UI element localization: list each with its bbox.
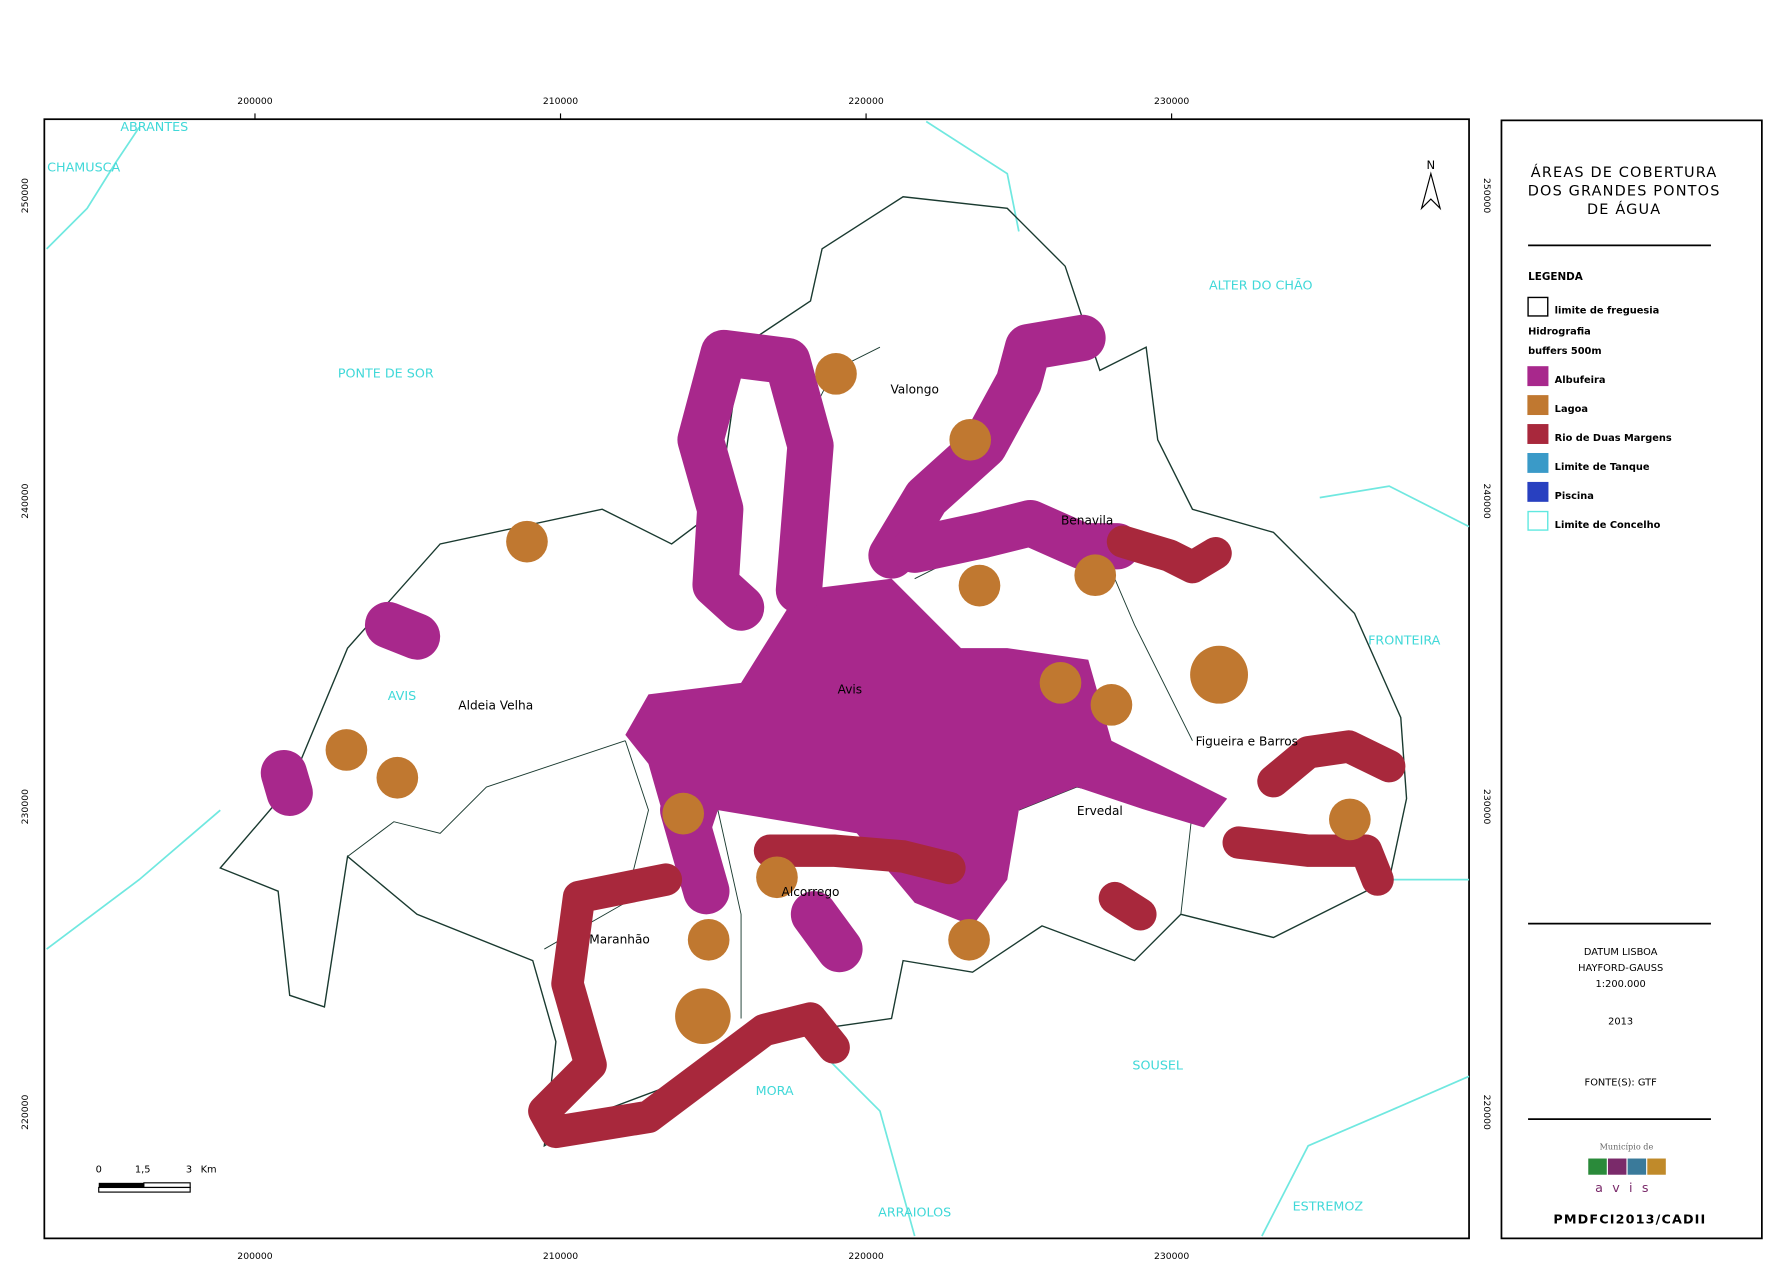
footer: PMDFCI2013/CADII: [1553, 1212, 1706, 1227]
datum-label: DATUM LISBOA: [1584, 947, 1658, 958]
x-tick-label: 220000: [848, 96, 883, 107]
parish-label: Ervedal: [1077, 804, 1123, 818]
y-tick-label: 220000: [20, 1094, 31, 1129]
concelho-label: ALTER DO CHÃO: [1209, 277, 1312, 293]
x-tick-label: 200000: [237, 1251, 272, 1262]
y-tick-label: 240000: [1481, 483, 1492, 518]
x-tick-label: 210000: [543, 96, 578, 107]
x-tick-label: 210000: [543, 1251, 578, 1262]
legend-label: Rio de Duas Margens: [1555, 433, 1672, 444]
logo-caption: Município de: [1600, 1141, 1654, 1151]
legend-swatch: [1527, 424, 1549, 444]
legend-panel: [1500, 119, 1763, 1240]
panel-title: DOS GRANDES PONTOS: [1528, 184, 1721, 200]
logo: [1588, 1158, 1666, 1175]
legend-swatch: [1527, 510, 1549, 531]
concelho-label: ABRANTES: [120, 120, 188, 135]
concelho-label: SOUSEL: [1132, 1058, 1184, 1073]
legend-label: Piscina: [1555, 491, 1594, 502]
lagoa-buffers: [325, 352, 1371, 1044]
panel-title: ÁREAS DE COBERTURA: [1531, 163, 1718, 181]
scale-bar: [98, 1186, 191, 1193]
year-label: 2013: [1608, 1016, 1633, 1027]
panel-title: DE ÁGUA: [1587, 200, 1661, 218]
scale-label: 3: [186, 1164, 192, 1175]
source-label: FONTE(S): GTF: [1585, 1078, 1658, 1089]
concelho-label: CHAMUSCA: [47, 160, 120, 175]
legend-label: limite de freguesia: [1555, 306, 1660, 317]
y-tick-label: 240000: [20, 483, 31, 518]
parish-label: Benavila: [1061, 513, 1113, 527]
north-arrow: [1420, 171, 1442, 211]
y-tick-label: 220000: [1481, 1095, 1492, 1130]
x-tick-label: 200000: [237, 96, 272, 107]
legend-swatch: [1527, 452, 1549, 473]
legend-label: Albufeira: [1555, 375, 1606, 386]
north-label: N: [1427, 158, 1436, 172]
legend-label: Limite de Tanque: [1555, 462, 1650, 473]
y-tick-label: 230000: [1481, 789, 1492, 824]
concelho-label: FRONTEIRA: [1368, 634, 1441, 649]
concelho-label: PONTE DE SOR: [338, 366, 434, 381]
y-tick-label: 230000: [20, 789, 31, 824]
concelho-label: ESTREMOZ: [1293, 1200, 1364, 1215]
parish-label: Maranhão: [589, 932, 650, 946]
x-tick-label: 230000: [1154, 96, 1189, 107]
scale-label: 1,5: [135, 1164, 151, 1175]
scale-bar: [98, 1182, 144, 1188]
parish-label: Avis: [838, 682, 862, 696]
scale-label: 0: [96, 1164, 102, 1175]
x-tick-label: 220000: [848, 1251, 883, 1262]
legend-swatch: [1527, 481, 1549, 502]
concelho-limits: [46, 120, 1470, 1237]
legend-swatch: [1527, 395, 1549, 416]
albufeira-buffers: [260, 314, 1228, 973]
concelho-label: AVIS: [388, 689, 416, 704]
scale-bar: [143, 1182, 191, 1189]
parish-label: Valongo: [890, 383, 938, 397]
concelho-label: MORA: [756, 1084, 794, 1099]
x-tick-label: 230000: [1154, 1251, 1189, 1262]
y-tick-label: 250000: [20, 178, 31, 213]
concelho-label: ARRAIOLOS: [878, 1205, 951, 1220]
legend-label: Limite de Concelho: [1555, 520, 1661, 531]
legend-label: buffers 500m: [1528, 346, 1602, 357]
datum-label: 1:200.000: [1596, 979, 1646, 990]
legend-label: Lagoa: [1555, 404, 1588, 415]
municipality-outline: [219, 196, 1408, 1148]
parish-label: Alcorrego: [782, 885, 840, 899]
datum-label: HAYFORD-GAUSS: [1578, 963, 1663, 974]
legend-label: Hidrografia: [1528, 326, 1591, 337]
parish-label: Figueira e Barros: [1196, 734, 1298, 748]
legend-swatch: [1527, 366, 1549, 387]
legend-title: LEGENDA: [1528, 271, 1583, 283]
legend-swatch: [1527, 296, 1549, 317]
parish-label: Aldeia Velha: [458, 698, 533, 712]
y-tick-label: 250000: [1481, 178, 1492, 213]
river-buffers: [528, 525, 1406, 1149]
scale-label: Km: [201, 1164, 217, 1175]
logo-name: avis: [1595, 1181, 1658, 1196]
